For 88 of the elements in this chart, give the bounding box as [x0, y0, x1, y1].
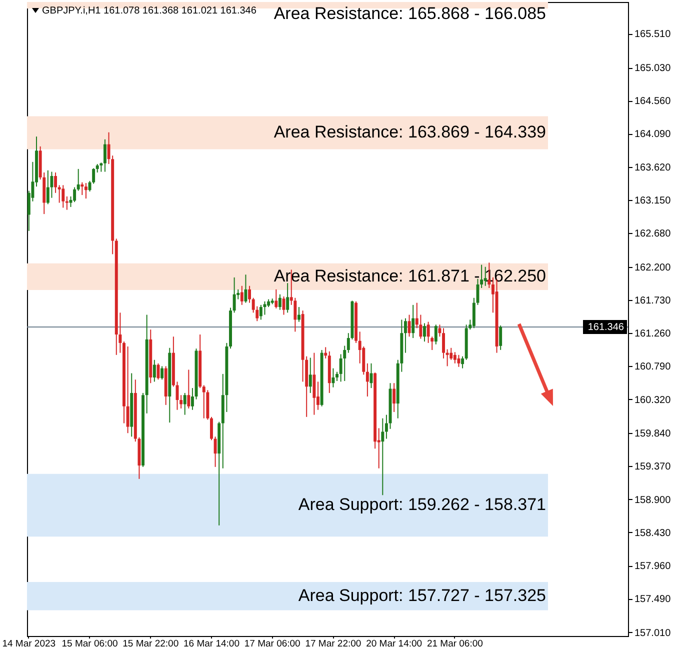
candlestick: [58, 184, 61, 204]
candlestick: [160, 366, 164, 380]
candlestick: [312, 352, 316, 416]
candlestick: [259, 304, 262, 320]
y-tick-label: 165.510: [634, 29, 672, 40]
y-tick-label: 158.430: [634, 528, 672, 539]
candlestick: [210, 416, 213, 441]
y-tick-label: 163.150: [634, 195, 672, 206]
chart-title: GBPJPY.i,H1 161.078 161.368 161.021 161.346: [42, 6, 257, 16]
candlestick: [278, 294, 282, 310]
x-tick-label: 14 Mar 2023: [2, 638, 56, 648]
y-tick-label: 161.260: [634, 328, 672, 340]
candlestick: [286, 282, 290, 314]
candlestick: [423, 322, 426, 342]
candlestick: [84, 182, 88, 200]
candlestick: [46, 170, 50, 205]
ref-line-label: 161.346: [588, 322, 624, 334]
x-tick-label: 17 Mar 22:00: [305, 638, 362, 648]
y-tick-label: 165.030: [634, 63, 672, 74]
candlestick: [80, 182, 84, 196]
candlestick: [332, 368, 335, 388]
candlestick: [248, 285, 252, 304]
candlestick: [434, 324, 438, 345]
candlestick: [187, 369, 190, 409]
y-tick-label: 164.090: [634, 129, 672, 140]
candlestick: [244, 274, 248, 304]
candlestick: [324, 346, 328, 359]
y-tick-label: 162.200: [634, 262, 672, 274]
candlestick: [408, 314, 411, 338]
candlestick: [232, 276, 236, 314]
y-tick-label: 159.840: [634, 428, 672, 440]
candlestick: [297, 306, 300, 322]
candlestick: [274, 288, 278, 309]
candlestick: [412, 304, 415, 339]
candlestick: [76, 168, 80, 192]
y-tick-label: 159.370: [634, 462, 672, 473]
candlestick: [446, 348, 449, 367]
band-label: Area Resistance: 163.869 - 164.339: [274, 122, 546, 142]
candlestick: [442, 328, 445, 359]
x-tick-label: 15 Mar 22:00: [122, 638, 179, 648]
candlestick: [426, 321, 430, 344]
band-label: Area Resistance: 165.868 - 166.085: [274, 4, 546, 23]
candlestick: [457, 354, 460, 368]
y-tick-label: 163.620: [634, 162, 672, 174]
candlestick: [152, 359, 156, 382]
y-tick-label: 157.490: [634, 594, 672, 606]
band-label: Area Support: 159.262 - 158.371: [298, 495, 546, 514]
candlestick: [453, 352, 456, 364]
y-tick-label: 157.010: [634, 628, 672, 639]
candlestick: [392, 382, 396, 412]
candlestick: [183, 392, 186, 416]
x-tick-label: 20 Mar 14:00: [366, 638, 422, 648]
candlestick: [54, 172, 58, 194]
candlestick: [381, 418, 384, 496]
candlestick: [461, 356, 464, 369]
candlestick: [100, 162, 103, 172]
candlestick: [103, 138, 106, 172]
candlestick: [404, 318, 407, 354]
candlestick: [62, 184, 65, 208]
candlestick: [126, 346, 130, 434]
candlestick: [65, 196, 68, 210]
y-tick-label: 160.320: [634, 394, 672, 406]
candlestick: [343, 345, 346, 382]
y-tick-label: 160.790: [634, 362, 672, 373]
candlestick: [263, 300, 266, 316]
candlestick: [190, 388, 194, 410]
candlestick: [73, 186, 76, 203]
candlestick: [202, 384, 206, 419]
candlestick: [240, 285, 244, 306]
band-label: Area Support: 157.727 - 157.325: [298, 586, 546, 606]
candlestick: [472, 297, 476, 329]
x-tick-label: 15 Mar 06:00: [62, 638, 118, 648]
candlestick: [384, 414, 388, 440]
candlestick: [336, 371, 338, 382]
x-tick-label: 16 Mar 14:00: [183, 638, 240, 648]
candlestick: [214, 436, 217, 468]
candlestick: [308, 357, 312, 394]
candlestick: [366, 362, 369, 397]
y-tick-label: 158.900: [634, 494, 672, 506]
y-tick-label: 161.730: [634, 295, 672, 306]
candlestick: [156, 362, 160, 380]
candlestick: [499, 324, 502, 350]
y-tick-label: 162.680: [634, 228, 672, 240]
candlestick: [438, 324, 442, 338]
y-tick-label: 157.960: [634, 561, 672, 572]
y-tick-label: 164.560: [634, 96, 672, 108]
x-tick-label: 21 Mar 06:00: [426, 638, 483, 648]
x-tick-label: 17 Mar 06:00: [244, 638, 300, 648]
